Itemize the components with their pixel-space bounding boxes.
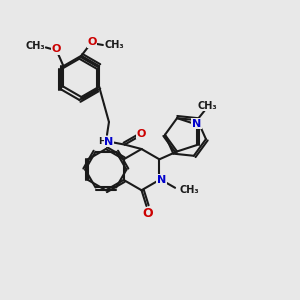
Text: CH₃: CH₃	[105, 40, 124, 50]
Text: O: O	[137, 129, 146, 139]
Text: CH₃: CH₃	[180, 185, 200, 195]
Text: O: O	[142, 207, 153, 220]
Text: CH₃: CH₃	[198, 101, 217, 111]
Text: CH₃: CH₃	[25, 41, 45, 52]
Text: N: N	[192, 118, 201, 128]
Text: O: O	[52, 44, 61, 54]
Text: N: N	[104, 137, 114, 147]
Text: O: O	[87, 37, 97, 47]
Text: H: H	[98, 137, 106, 146]
Text: N: N	[157, 175, 166, 185]
